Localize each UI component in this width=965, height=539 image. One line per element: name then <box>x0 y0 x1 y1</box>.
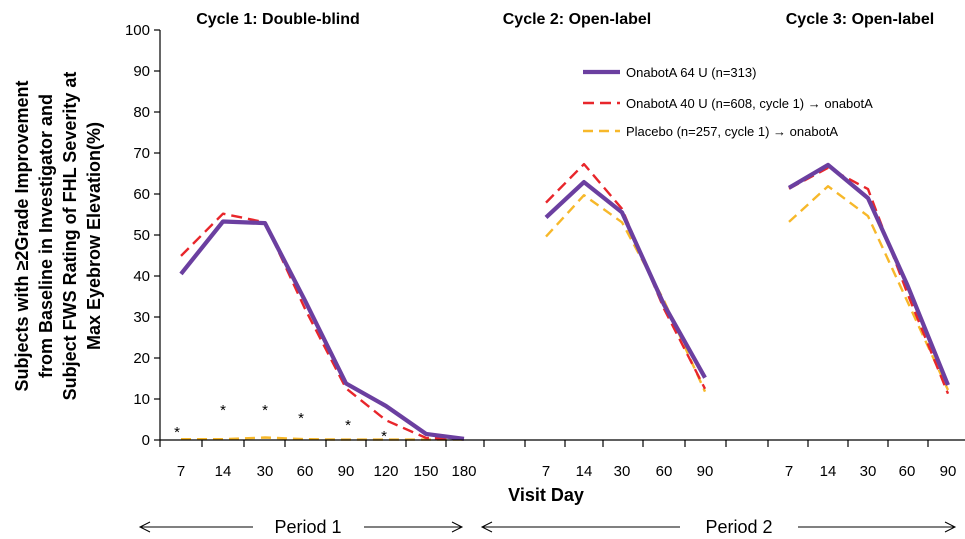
x-tick-label-cycle-1-day-180: 180 <box>451 463 476 480</box>
x-tick-label-cycle-3-day-14: 14 <box>820 463 837 480</box>
significance-star-day-7: * <box>174 424 180 441</box>
legend-label-onabota64: OnabotA 64 U (n=313) <box>626 65 756 80</box>
significance-star-day-60: * <box>298 410 304 427</box>
y-tick-label-0: 0 <box>142 432 150 449</box>
significance-star-day-30: * <box>262 402 268 419</box>
series-line-onabota40-cycle-1 <box>180 212 465 441</box>
series-line-onabota40-cycle-3 <box>788 166 950 395</box>
y-axis-title-line-1: Subjects with ≥2Grade Improvement <box>12 81 32 392</box>
period-1-left-arrow-head <box>138 521 151 533</box>
period-annotations: Period 1 Period 2 <box>138 517 957 537</box>
significance-star-day-14: * <box>220 402 226 419</box>
y-axis-title-line-2: from Baseline in Investigator and <box>36 94 56 378</box>
period-2-right-arrow-head <box>944 521 957 533</box>
period-2-label: Period 2 <box>705 517 772 537</box>
y-axis-title-line-4: Max Eyebrow Elevation(%) <box>84 122 104 350</box>
cycle-title-1: Cycle 1: Double-blind <box>196 11 360 28</box>
x-tick-label-cycle-2-day-14: 14 <box>576 463 593 480</box>
y-tick-label-100: 100 <box>125 22 150 39</box>
x-axis-title: Visit Day <box>508 485 584 505</box>
y-tick-label-50: 50 <box>133 227 150 244</box>
period-2-left-arrow-head <box>480 521 493 533</box>
x-tick-label-cycle-1-day-7: 7 <box>177 463 185 480</box>
series-line-onabota64-cycle-2 <box>544 180 707 379</box>
series-line-onabota40-cycle-2 <box>545 162 707 390</box>
series-line-placebo-cycle-1 <box>181 436 464 441</box>
y-tick-label-80: 80 <box>133 104 150 121</box>
series-line-placebo-cycle-3 <box>788 184 950 391</box>
y-tick-label-60: 60 <box>133 186 150 203</box>
y-tick-label-70: 70 <box>133 145 150 162</box>
x-tick-label-cycle-1-day-14: 14 <box>215 463 232 480</box>
x-tick-label-cycle-3-day-60: 60 <box>899 463 916 480</box>
cycle-title-3: Cycle 3: Open-label <box>786 11 935 28</box>
series-lines <box>179 162 950 441</box>
significance-star-day-90: * <box>345 417 351 434</box>
significance-star-day-120: * <box>381 428 387 445</box>
legend-label-placebo: Placebo (n=257, cycle 1) → onabotA <box>626 124 838 139</box>
y-tick-label-40: 40 <box>133 268 150 285</box>
x-tick-label-cycle-1-day-150: 150 <box>413 463 438 480</box>
period-1-label: Period 1 <box>274 517 341 537</box>
y-tick-label-20: 20 <box>133 350 150 367</box>
legend-label-onabota40: OnabotA 40 U (n=608, cycle 1) → onabotA <box>626 96 873 111</box>
x-tick-label-cycle-1-day-90: 90 <box>338 463 355 480</box>
x-tick-label-cycle-2-day-7: 7 <box>542 463 550 480</box>
period-1-right-arrow-head <box>451 521 464 533</box>
cycle-title-2: Cycle 2: Open-label <box>503 11 652 28</box>
series-line-onabota64-cycle-3 <box>787 162 950 386</box>
x-tick-label-cycle-2-day-90: 90 <box>697 463 714 480</box>
x-tick-label-cycle-1-day-30: 30 <box>257 463 274 480</box>
x-tick-label-cycle-2-day-60: 60 <box>656 463 673 480</box>
x-tick-label-cycle-3-day-90: 90 <box>940 463 957 480</box>
x-tick-label-cycle-1-day-60: 60 <box>297 463 314 480</box>
axes <box>154 29 965 447</box>
y-tick-label-30: 30 <box>133 309 150 326</box>
y-tick-label-10: 10 <box>133 391 150 408</box>
y-tick-label-90: 90 <box>133 63 150 80</box>
x-tick-label-cycle-3-day-30: 30 <box>860 463 877 480</box>
series-line-onabota64-cycle-1 <box>179 219 465 441</box>
legend: OnabotA 64 U (n=313) OnabotA 40 U (n=608,… <box>583 65 873 139</box>
x-tick-label-cycle-2-day-30: 30 <box>614 463 631 480</box>
x-tick-label-cycle-1-day-120: 120 <box>373 463 398 480</box>
chart-labels: 0 10 20 30 40 50 60 70 80 90 100 7 14 30 60 90 120 150 180… <box>12 11 956 505</box>
x-tick-label-cycle-3-day-7: 7 <box>785 463 793 480</box>
y-axis-title-line-3: Subject FWS Rating of FHL Severity at <box>60 72 80 401</box>
